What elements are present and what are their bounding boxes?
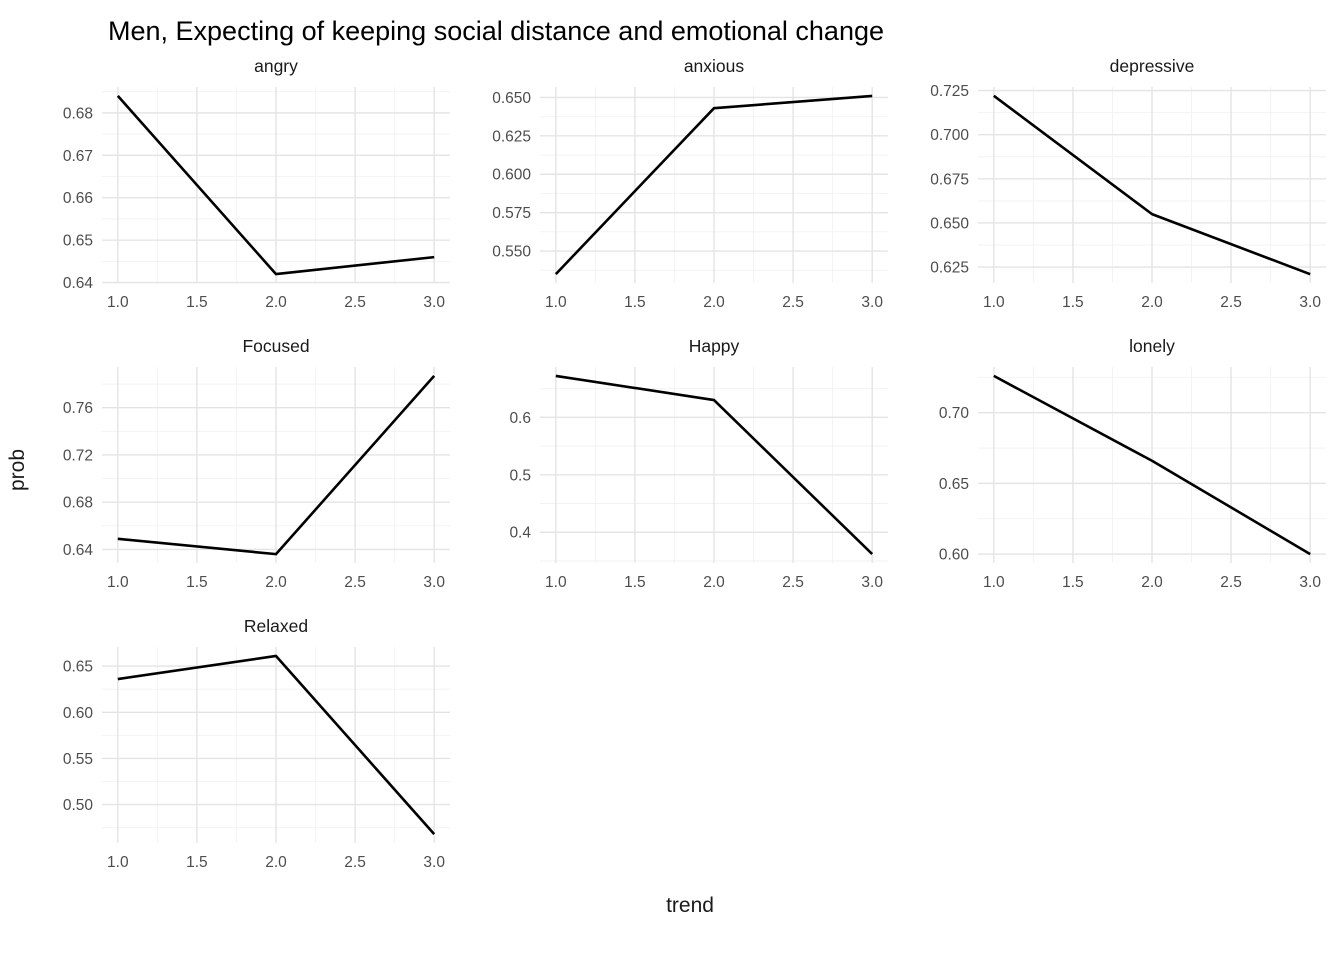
facet-title: angry xyxy=(254,56,298,76)
x-tick-label: 2.0 xyxy=(265,574,287,591)
x-tick-label: 3.0 xyxy=(423,294,445,311)
facet-plot: depressive 0.625 0.650 0.675 0.700 0.725 1.0 1… xyxy=(930,56,1326,311)
x-tick-label: 1.5 xyxy=(186,574,208,591)
y-tick-label: 0.625 xyxy=(492,128,531,145)
y-tick-label: 0.65 xyxy=(63,659,93,676)
y-tick-label: 0.5 xyxy=(509,467,531,484)
x-tick-label: 2.0 xyxy=(265,854,287,871)
y-tick-label: 0.68 xyxy=(63,105,93,122)
x-tick-label: 1.5 xyxy=(1062,574,1084,591)
y-tick-label: 0.68 xyxy=(63,495,93,512)
y-tick-label: 0.50 xyxy=(63,797,94,814)
x-tick-label: 3.0 xyxy=(861,574,883,591)
x-tick-label: 2.0 xyxy=(1141,294,1163,311)
y-tick-label: 0.70 xyxy=(939,405,970,422)
x-tick-label: 2.5 xyxy=(1220,574,1242,591)
y-tick-label: 0.625 xyxy=(930,260,969,277)
y-tick-label: 0.76 xyxy=(63,400,93,417)
y-tick-label: 0.66 xyxy=(63,190,93,207)
y-tick-label: 0.6 xyxy=(509,410,531,427)
chart-title: Men, Expecting of keeping social distanc… xyxy=(108,16,884,46)
x-tick-label: 3.0 xyxy=(1299,574,1321,591)
x-tick-label: 1.5 xyxy=(186,854,208,871)
line-series xyxy=(993,374,1311,556)
facet-plot: Happy 0.4 0.5 0.6 1.0 1.5 2.0 2.5 3.0 xyxy=(509,336,888,591)
y-tick-label: 0.650 xyxy=(492,90,531,107)
y-tick-label: 0.650 xyxy=(930,215,969,232)
line-series xyxy=(993,94,1311,276)
facet-panel-happy: Happy 0.4 0.5 0.6 1.0 1.5 2.0 2.5 3.0 xyxy=(474,331,906,609)
x-tick-label: 1.5 xyxy=(624,294,646,311)
x-tick-label: 2.0 xyxy=(265,294,287,311)
y-tick-label: 0.67 xyxy=(63,148,93,165)
x-tick-label: 2.5 xyxy=(344,294,366,311)
y-tick-label: 0.64 xyxy=(63,542,94,559)
y-tick-label: 0.72 xyxy=(63,447,93,464)
x-tick-label: 2.0 xyxy=(703,294,725,311)
x-tick-label: 1.0 xyxy=(107,294,129,311)
facet-title: depressive xyxy=(1110,56,1195,76)
x-tick-label: 2.5 xyxy=(782,574,804,591)
facet-panel-lonely: lonely 0.60 0.65 0.70 1.0 1.5 2.0 2.5 3.0 xyxy=(912,331,1344,609)
x-tick-label: 1.0 xyxy=(107,854,129,871)
x-tick-label: 2.0 xyxy=(703,574,725,591)
x-tick-label: 1.5 xyxy=(624,574,646,591)
y-tick-label: 0.600 xyxy=(492,167,531,184)
line-series xyxy=(554,94,873,275)
facet-empty-cell xyxy=(474,611,906,889)
facet-panel-relaxed: Relaxed 0.50 0.55 0.60 0.65 1.0 1.5 2.0 2.5 3.0 xyxy=(36,611,468,889)
facet-plot: Relaxed 0.50 0.55 0.60 0.65 1.0 1.5 2.0 2.5 3.0 xyxy=(63,616,450,871)
x-tick-label: 2.5 xyxy=(344,854,366,871)
x-tick-label: 2.5 xyxy=(1220,294,1242,311)
y-tick-label: 0.725 xyxy=(930,83,969,100)
x-tick-label: 2.0 xyxy=(1141,574,1163,591)
facet-plot: Focused 0.64 0.68 0.72 0.76 1.0 1.5 2.0 2.5 3.0 xyxy=(63,336,450,591)
facet-title: lonely xyxy=(1129,336,1175,356)
facet-grid: angry 0.64 0.65 0.66 0.67 0.68 1.0 1.5 2.0 2.5 3.… xyxy=(36,51,1344,889)
facet-title: anxious xyxy=(684,56,745,76)
line-series xyxy=(117,374,436,556)
facet-title: Focused xyxy=(242,336,309,356)
y-tick-label: 0.55 xyxy=(63,751,93,768)
facet-plot: angry 0.64 0.65 0.66 0.67 0.68 1.0 1.5 2.0 2.5 3.… xyxy=(63,56,450,311)
facet-plot: lonely 0.60 0.65 0.70 1.0 1.5 2.0 2.5 3.0 xyxy=(939,336,1326,591)
x-tick-label: 3.0 xyxy=(423,574,445,591)
facet-plot: anxious 0.550 0.575 0.600 0.625 0.650 1.0 1.5 2… xyxy=(492,56,888,311)
line-series xyxy=(116,95,435,276)
faceted-line-chart: prob angry 0.64 0.65 0.66 0.67 0.68 1.0 1.5 2.0… xyxy=(0,51,1344,918)
facet-panel-anxious: anxious 0.550 0.575 0.600 0.625 0.650 1.0 1.5 2… xyxy=(474,51,906,329)
facet-title: Relaxed xyxy=(244,616,308,636)
x-tick-label: 3.0 xyxy=(423,854,445,871)
y-tick-label: 0.65 xyxy=(63,233,93,250)
facet-panel-angry: angry 0.64 0.65 0.66 0.67 0.68 1.0 1.5 2.0 2.5 3.… xyxy=(36,51,468,329)
x-tick-label: 1.0 xyxy=(545,574,567,591)
x-tick-label: 2.5 xyxy=(782,294,804,311)
y-tick-label: 0.60 xyxy=(939,547,970,564)
x-tick-label: 1.5 xyxy=(186,294,208,311)
line-series xyxy=(117,654,436,836)
y-tick-label: 0.60 xyxy=(63,705,94,722)
y-tick-label: 0.550 xyxy=(492,244,531,261)
x-tick-label: 2.5 xyxy=(344,574,366,591)
x-tick-label: 3.0 xyxy=(861,294,883,311)
facet-title: Happy xyxy=(689,336,740,356)
y-tick-label: 0.700 xyxy=(930,127,969,144)
facet-panel-focused: Focused 0.64 0.68 0.72 0.76 1.0 1.5 2.0 2.5 3.0 xyxy=(36,331,468,609)
x-tick-label: 1.0 xyxy=(545,294,567,311)
facet-empty-cell xyxy=(912,611,1344,889)
x-tick-label: 1.0 xyxy=(107,574,129,591)
x-tick-label: 1.5 xyxy=(1062,294,1084,311)
x-tick-label: 1.0 xyxy=(983,574,1005,591)
x-tick-label: 1.0 xyxy=(983,294,1005,311)
y-tick-label: 0.4 xyxy=(509,525,531,542)
y-axis-label: prob xyxy=(6,448,29,492)
y-tick-label: 0.65 xyxy=(939,476,969,493)
x-tick-label: 3.0 xyxy=(1299,294,1321,311)
y-tick-label: 0.64 xyxy=(63,275,94,292)
y-tick-label: 0.675 xyxy=(930,171,969,188)
line-series xyxy=(555,374,874,556)
y-tick-label: 0.575 xyxy=(492,205,531,222)
facet-panel-depressive: depressive 0.625 0.650 0.675 0.700 0.725 1.0 1… xyxy=(912,51,1344,329)
x-axis-label: trend xyxy=(666,894,714,917)
